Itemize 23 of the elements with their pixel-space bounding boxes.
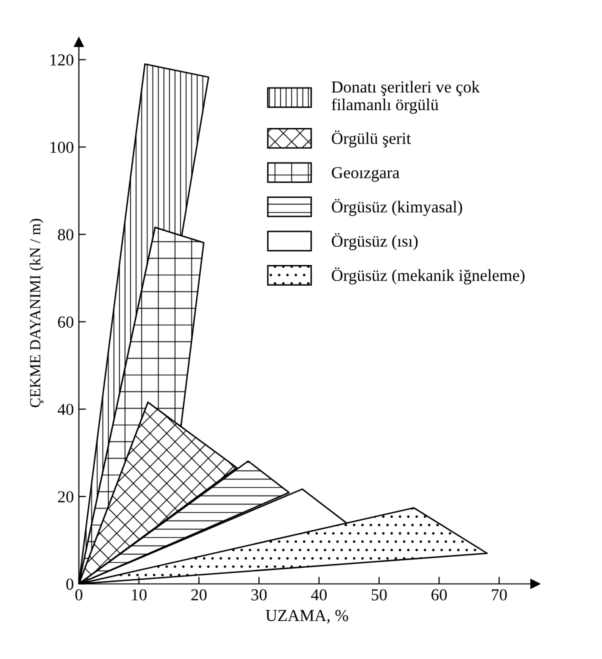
x-tick-label: 60	[431, 589, 447, 600]
y-tick-label: 80	[58, 229, 74, 240]
y-tick-label: 0	[66, 578, 74, 590]
y-tick-label: 40	[58, 404, 74, 416]
x-tick-label: 50	[372, 589, 387, 600]
x-tick-label: 20	[191, 589, 207, 600]
legend-label: Geoızgara	[332, 167, 400, 182]
y-tick-label: 100	[50, 142, 74, 153]
legend-label: Örgüsüz (mekanik iğneleme)	[332, 267, 525, 284]
legend-label: Örgüsüz (ısı)	[332, 233, 418, 250]
y-tick-label: 20	[58, 491, 74, 502]
y-tick-label: 120	[50, 54, 74, 66]
x-tick-label: 40	[311, 589, 327, 600]
y-axis-title: ÇEKME DAYANIMI (kN / m)	[30, 218, 44, 408]
legend-label: Örgüsüz (kimyasal)	[332, 198, 462, 216]
x-tick-label: 70	[492, 589, 507, 600]
x-tick-label: 0	[75, 589, 82, 600]
x-tick-label: 10	[132, 589, 147, 600]
y-tick-label: 60	[58, 316, 74, 328]
x-tick-label: 30	[251, 589, 267, 600]
legend-label: Örgülü şerit	[332, 130, 411, 148]
legend-label: Donatı şeritleri ve çok filamanlı örgülü	[332, 80, 480, 114]
x-axis-title: UZAMA, %	[266, 610, 348, 624]
